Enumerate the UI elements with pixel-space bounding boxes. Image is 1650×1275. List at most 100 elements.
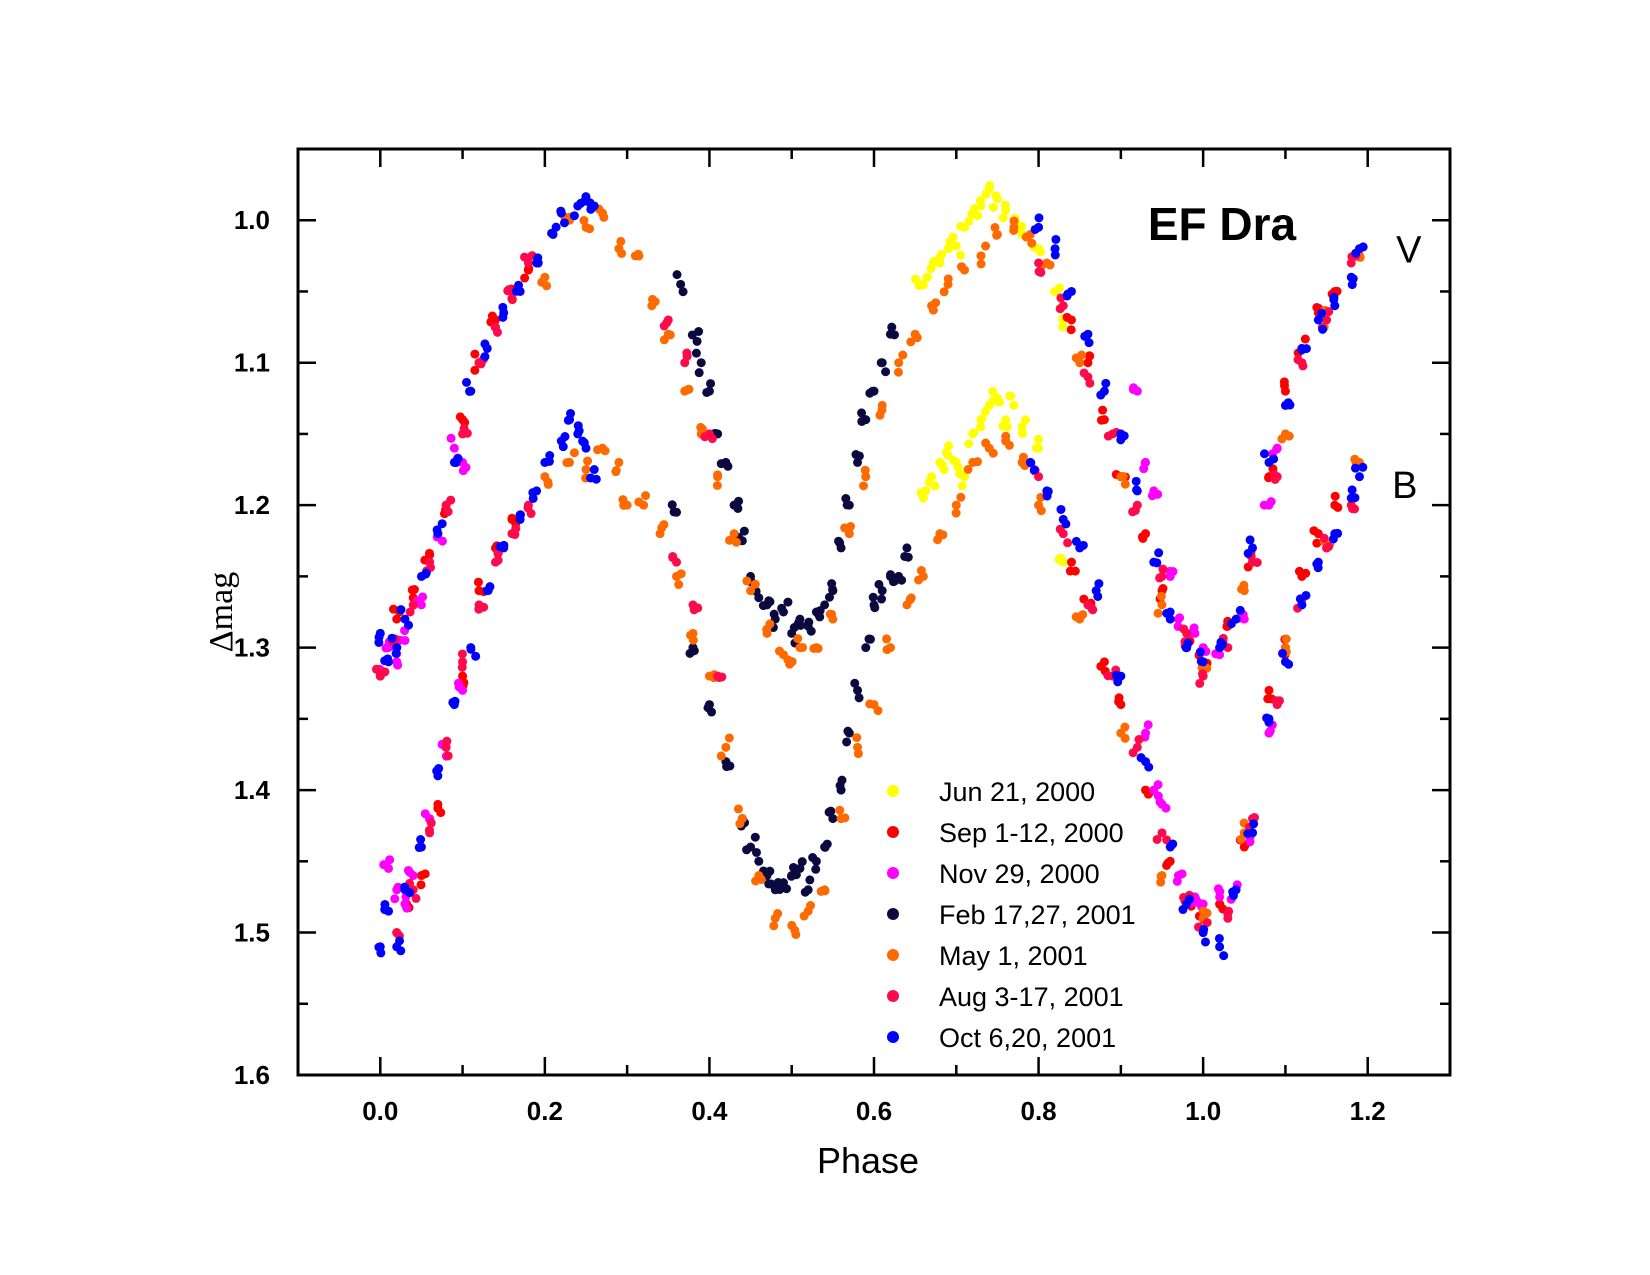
data-point [388,604,398,614]
legend-item: Oct 6,20, 2001 [887,1023,1116,1053]
data-point [376,948,386,958]
data-point [1021,232,1031,242]
data-point [1049,286,1059,296]
data-point [857,416,867,426]
y-tick-label: 1.0 [234,205,270,235]
data-point [1158,564,1168,574]
data-point [480,352,490,362]
data-point [729,529,739,539]
legend-label: May 1, 2001 [939,941,1088,971]
data-point [717,672,727,682]
data-point [470,365,480,375]
data-point [682,348,692,358]
data-point [1277,648,1287,658]
legend-marker [887,949,899,961]
data-point [1284,659,1294,669]
data-point [840,523,850,533]
legend-marker [887,990,899,1002]
data-point [903,552,913,562]
data-point [659,335,669,345]
data-point [471,651,481,661]
data-point [1223,909,1233,919]
data-point [420,869,430,879]
legend: Jun 21, 2000 Sep 1-12, 2000 Nov 29, 2000 Fe… [887,777,1136,1053]
data-point [1111,670,1121,680]
data-point [694,368,704,378]
data-point [1165,607,1175,617]
data-point [585,224,595,234]
data-point [1200,937,1210,947]
data-point [944,243,954,253]
data-point [1128,384,1138,394]
data-point [416,835,426,845]
data-point [1152,558,1162,568]
data-point [1155,797,1165,807]
data-point [579,438,589,448]
data-point [1136,753,1146,763]
data-point [385,855,395,865]
legend-marker [887,867,899,879]
legend-item: Feb 17,27, 2001 [887,900,1136,930]
data-point [1062,312,1072,322]
data-point [1215,887,1225,897]
data-point [1021,415,1031,425]
data-point [1128,748,1138,758]
data-point [943,274,953,284]
data-point [1034,213,1044,223]
data-point [1029,465,1039,475]
data-point [876,358,886,368]
data-point [766,879,776,889]
data-point [1259,449,1269,459]
data-point [391,648,401,658]
data-point [796,620,806,630]
data-point [1027,238,1037,248]
data-point [432,525,442,535]
data-point [437,536,447,546]
data-point [739,526,749,536]
legend-marker [887,785,899,797]
data-point [754,856,764,866]
data-point [1269,454,1279,464]
data-point [955,469,965,479]
data-point [696,422,706,432]
data-point [392,614,402,624]
data-point [1249,819,1259,829]
data-point [1056,504,1066,514]
data-point [1005,391,1015,401]
data-point [774,646,784,656]
data-point [1333,502,1343,512]
data-point [1301,344,1311,354]
data-point [1144,762,1154,772]
data-point [928,305,938,315]
data-point [1063,289,1073,299]
data-point [988,202,998,212]
data-point [687,330,697,340]
data-point [1284,431,1294,441]
data-point [926,264,936,274]
data-point [957,481,967,491]
x-axis-title: Phase [817,1140,919,1181]
data-point [762,624,772,634]
data-point [1313,315,1323,325]
data-point [1252,557,1262,567]
data-point [692,336,702,346]
data-point [735,819,745,829]
data-point [1051,234,1061,244]
data-point [1195,678,1205,688]
data-point [894,358,904,368]
data-point [1071,536,1081,546]
data-point [1055,304,1065,314]
data-point [985,181,995,191]
data-point [861,643,871,653]
data-point [1175,613,1185,623]
data-point [371,664,381,674]
data-point [981,189,991,199]
data-point [859,481,869,491]
data-point [1153,608,1163,618]
data-point [1178,905,1188,915]
data-point [994,397,1004,407]
data-point [977,414,987,424]
data-point [733,503,743,513]
data-point [1312,559,1322,569]
